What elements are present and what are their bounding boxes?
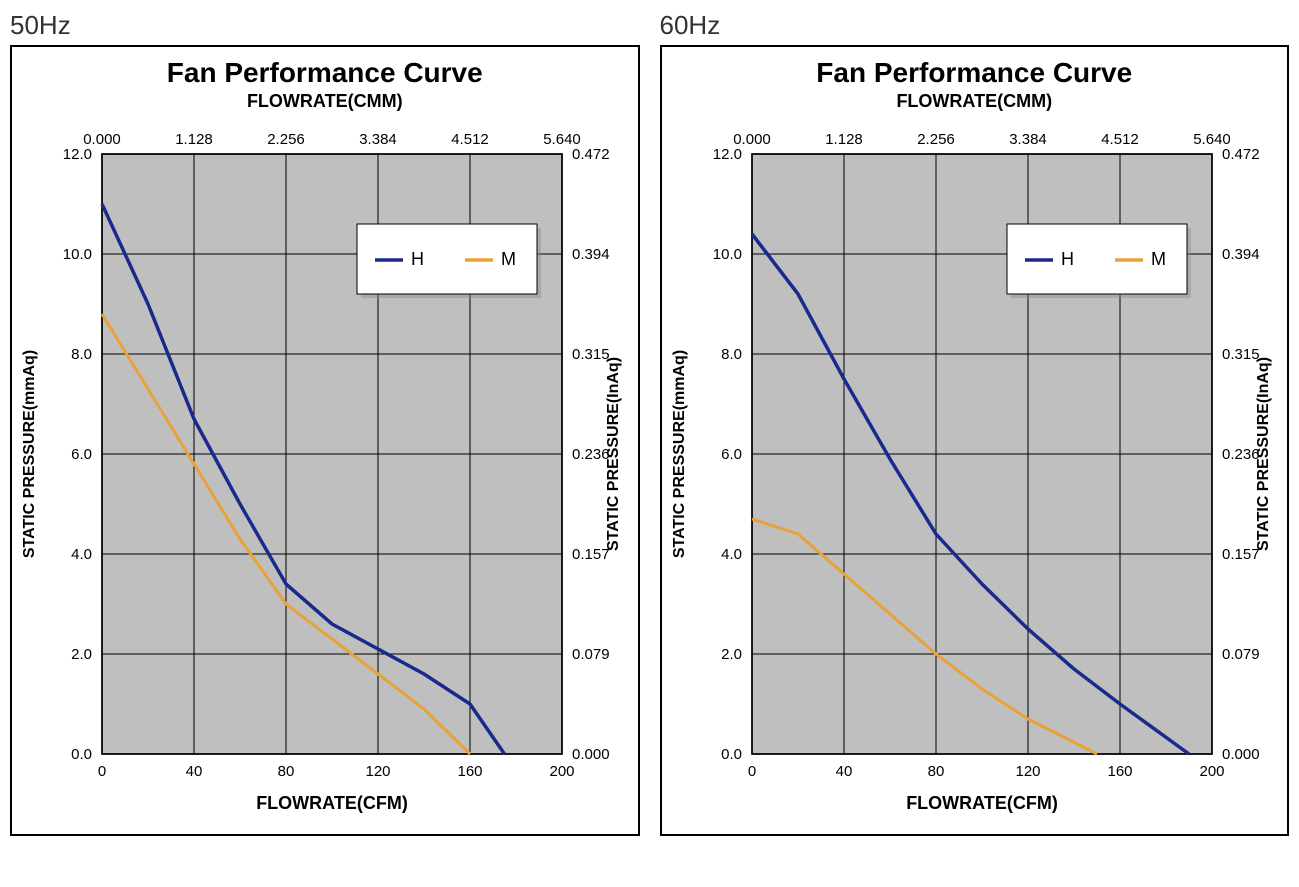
y-right-tick: 0.079 <box>572 646 610 663</box>
panel-label: 50Hz <box>10 10 640 41</box>
y-right-tick: 0.315 <box>572 346 610 363</box>
chart-box: Fan Performance CurveFLOWRATE(CMM) 0 0.000… <box>10 45 640 836</box>
y-right-tick: 0.157 <box>572 546 610 563</box>
x-bottom-tick: 200 <box>1199 763 1224 780</box>
x-bottom-tick: 200 <box>549 763 574 780</box>
y-right-tick: 0.472 <box>572 146 610 163</box>
legend-label: M <box>1151 249 1166 269</box>
legend-label: H <box>1061 249 1074 269</box>
x-top-tick: 4.512 <box>451 131 489 148</box>
top-axis-label: FLOWRATE(CMM) <box>662 91 1288 112</box>
right-axis-label: STATIC PRESSURE(InAq) <box>605 357 622 551</box>
charts-container: 50HzFan Performance CurveFLOWRATE(CMM)00… <box>10 10 1289 836</box>
y-right-tick: 0.236 <box>572 446 610 463</box>
chart-svg: 00.000401.128802.2561203.3841604.5122005… <box>12 114 632 834</box>
y-right-tick: 0.157 <box>1222 546 1260 563</box>
y-left-tick: 6.0 <box>71 446 92 463</box>
bottom-axis-label: FLOWRATE(CFM) <box>906 793 1058 813</box>
x-bottom-tick: 160 <box>1107 763 1132 780</box>
chart-box: Fan Performance CurveFLOWRATE(CMM) 0 0.000… <box>660 45 1290 836</box>
y-left-tick: 10.0 <box>712 246 741 263</box>
x-bottom-tick: 0 <box>98 763 106 780</box>
y-left-tick: 2.0 <box>71 646 92 663</box>
y-left-tick: 8.0 <box>721 346 742 363</box>
panel-label: 60Hz <box>660 10 1290 41</box>
x-top-tick: 2.256 <box>267 131 305 148</box>
right-axis-label: STATIC PRESSURE(InAq) <box>1255 357 1272 551</box>
x-bottom-tick: 120 <box>1015 763 1040 780</box>
y-left-tick: 6.0 <box>721 446 742 463</box>
y-left-tick: 8.0 <box>71 346 92 363</box>
y-left-tick: 4.0 <box>71 546 92 563</box>
chart-panel-1: 60HzFan Performance CurveFLOWRATE(CMM)00… <box>660 10 1290 836</box>
x-bottom-tick: 40 <box>186 763 203 780</box>
y-right-tick: 0.236 <box>1222 446 1260 463</box>
x-top-tick: 3.384 <box>1009 131 1047 148</box>
chart-title: Fan Performance Curve <box>662 57 1288 89</box>
x-bottom-tick: 40 <box>835 763 852 780</box>
left-axis-label: STATIC PRESSURE(mmAq) <box>21 350 38 558</box>
x-top-tick: 2.256 <box>917 131 955 148</box>
y-left-tick: 4.0 <box>721 546 742 563</box>
left-axis-label: STATIC PRESSURE(mmAq) <box>671 350 688 558</box>
x-bottom-tick: 0 <box>747 763 755 780</box>
chart-panel-0: 50HzFan Performance CurveFLOWRATE(CMM)00… <box>10 10 640 836</box>
y-left-tick: 0.0 <box>721 746 742 763</box>
x-top-tick: 1.128 <box>825 131 863 148</box>
legend-label: M <box>501 249 516 269</box>
y-left-tick: 10.0 <box>63 246 92 263</box>
chart-title: Fan Performance Curve <box>12 57 638 89</box>
x-top-tick: 4.512 <box>1101 131 1139 148</box>
x-bottom-tick: 120 <box>365 763 390 780</box>
y-left-tick: 12.0 <box>712 146 741 163</box>
y-left-tick: 0.0 <box>71 746 92 763</box>
x-bottom-tick: 80 <box>278 763 295 780</box>
x-top-tick: 3.384 <box>359 131 397 148</box>
plot-wrapper: 00.000401.128802.2561203.3841604.5122005… <box>662 114 1288 834</box>
y-left-tick: 12.0 <box>63 146 92 163</box>
y-right-tick: 0.000 <box>572 746 610 763</box>
y-left-tick: 2.0 <box>721 646 742 663</box>
y-right-tick: 0.079 <box>1222 646 1260 663</box>
legend-label: H <box>411 249 424 269</box>
x-bottom-tick: 80 <box>927 763 944 780</box>
bottom-axis-label: FLOWRATE(CFM) <box>256 793 408 813</box>
plot-wrapper: 00.000401.128802.2561203.3841604.5122005… <box>12 114 638 834</box>
y-right-tick: 0.000 <box>1222 746 1260 763</box>
y-right-tick: 0.472 <box>1222 146 1260 163</box>
y-right-tick: 0.394 <box>1222 246 1260 263</box>
x-top-tick: 1.128 <box>175 131 213 148</box>
x-bottom-tick: 160 <box>457 763 482 780</box>
chart-svg: 00.000401.128802.2561203.3841604.5122005… <box>662 114 1282 834</box>
top-axis-label: FLOWRATE(CMM) <box>12 91 638 112</box>
y-right-tick: 0.315 <box>1222 346 1260 363</box>
y-right-tick: 0.394 <box>572 246 610 263</box>
